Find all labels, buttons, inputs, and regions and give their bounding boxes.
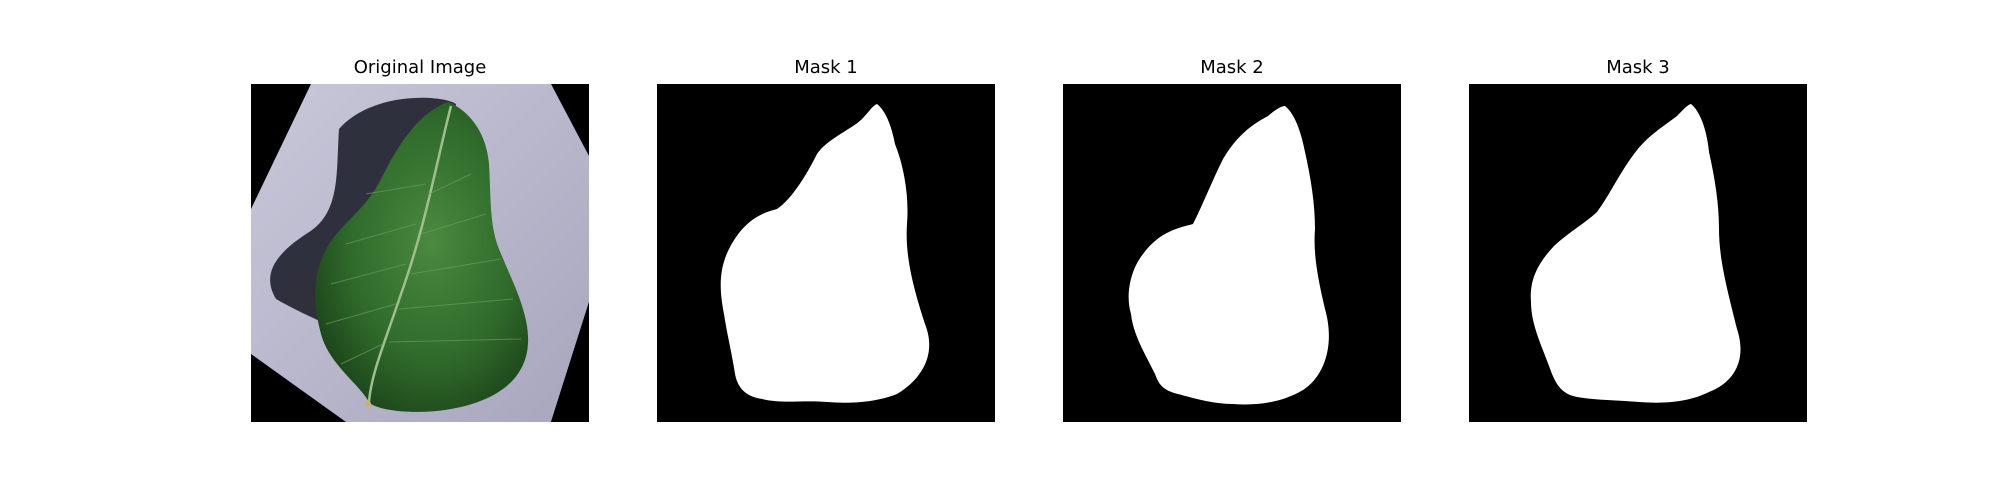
leaf-midrib — [367, 105, 453, 403]
mask-3-shape — [1469, 84, 1807, 422]
mask-1-image — [657, 84, 995, 422]
leaf — [315, 102, 529, 412]
mask-2-shape — [1063, 84, 1401, 422]
mask-1-foreground — [720, 104, 930, 403]
mask-3-foreground — [1530, 104, 1741, 403]
leaf-stem — [365, 401, 371, 407]
panel-title-mask-1: Mask 1 — [794, 57, 858, 78]
photo-top-right-corner — [311, 84, 589, 156]
leaf-veins — [325, 173, 522, 365]
mask-2-image — [1063, 84, 1401, 422]
photo-bottom-right-corner — [551, 302, 589, 422]
panel-title-mask-2: Mask 2 — [1200, 57, 1264, 78]
mask-1-shape — [657, 84, 995, 422]
panel-title-mask-3: Mask 3 — [1606, 57, 1670, 78]
panel-title-original: Original Image — [353, 57, 487, 78]
mask-2-foreground — [1128, 106, 1329, 405]
original-image-leaf-photo — [251, 84, 589, 422]
original-image — [251, 84, 589, 422]
mask-3-image — [1469, 84, 1807, 422]
